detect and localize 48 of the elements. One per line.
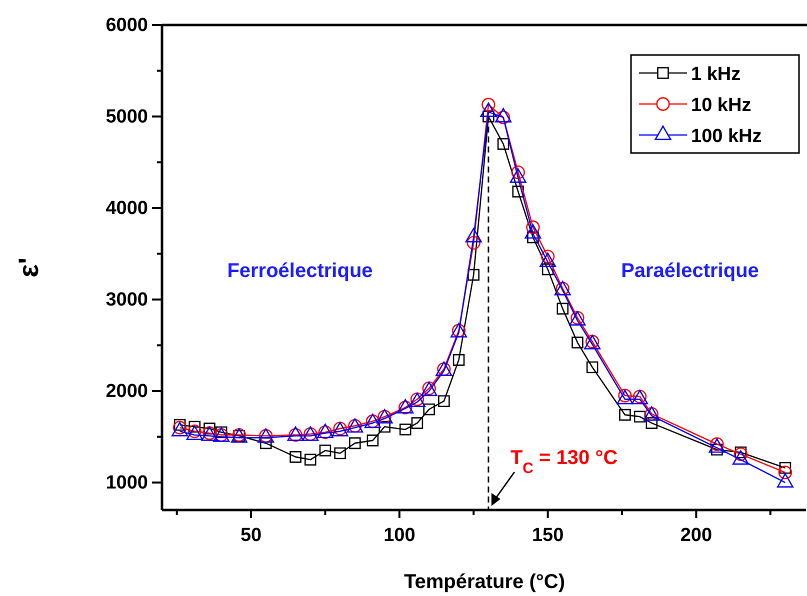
point <box>366 434 379 446</box>
ref-line-label: T$_{C}$ = 130 °C <box>510 447 618 476</box>
x-tick-label: 150 <box>532 524 564 546</box>
point <box>542 263 554 276</box>
point <box>779 462 792 474</box>
point <box>260 437 272 450</box>
point <box>512 186 524 198</box>
point <box>646 417 658 429</box>
point <box>466 236 480 250</box>
point <box>411 417 424 429</box>
point <box>619 408 631 421</box>
point <box>634 410 646 423</box>
point <box>438 395 450 407</box>
point <box>378 420 390 433</box>
y-tick-label: 4000 <box>106 198 148 220</box>
point <box>468 268 480 281</box>
point <box>496 110 510 124</box>
x-axis-title: Température (°C) <box>404 571 565 593</box>
point <box>304 454 316 466</box>
point <box>586 361 598 374</box>
point <box>482 110 494 122</box>
point <box>399 424 412 436</box>
point <box>319 444 332 456</box>
point <box>334 447 346 460</box>
point <box>556 302 569 315</box>
x-tick-label: 100 <box>384 524 416 546</box>
point <box>540 250 555 264</box>
point <box>497 138 510 150</box>
annotation: Paraélectrique <box>621 260 759 282</box>
legend-label: 10 kHz <box>691 95 752 116</box>
point <box>349 437 361 450</box>
point <box>572 336 584 348</box>
point <box>778 466 792 480</box>
point <box>734 447 748 461</box>
point <box>452 354 465 366</box>
x-tick-label: 200 <box>680 524 712 546</box>
y-tick-label: 6000 <box>106 15 148 36</box>
x-tick-label: 50 <box>240 524 262 546</box>
legend-label: 100 kHz <box>691 126 762 147</box>
y-tick-label: 2000 <box>106 381 148 402</box>
legend-label: 1 kHz <box>691 64 741 85</box>
point <box>423 403 435 416</box>
y-tick-label: 5000 <box>106 106 148 128</box>
annotation: Ferroélectrique <box>227 260 373 282</box>
y-tick-label: 1000 <box>106 472 148 494</box>
y-axis-title: ε' <box>13 258 44 278</box>
point <box>290 451 302 463</box>
y-tick-label: 3000 <box>106 290 148 311</box>
